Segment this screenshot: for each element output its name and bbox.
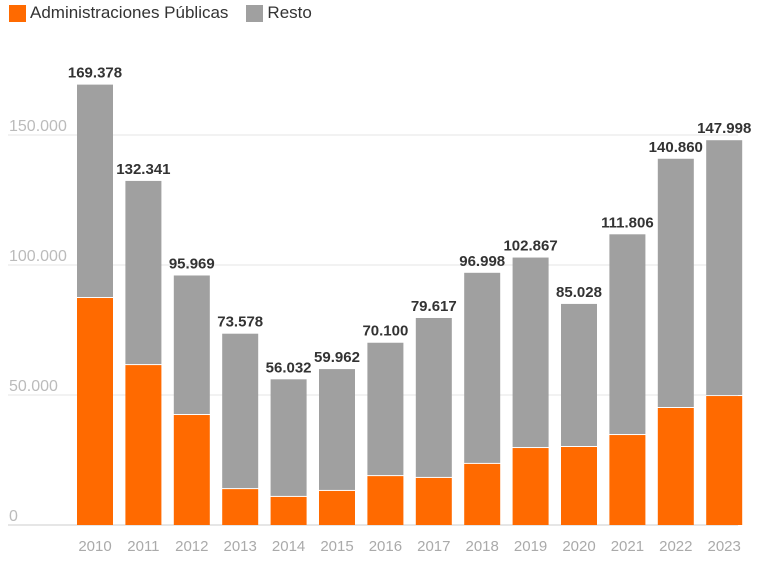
x-tick-label: 2012 bbox=[175, 538, 208, 555]
bar-resto[interactable] bbox=[657, 158, 694, 407]
bar-resto[interactable] bbox=[512, 257, 549, 448]
bar-resto[interactable] bbox=[270, 379, 307, 496]
y-tick-label: 50.000 bbox=[9, 378, 58, 395]
x-tick-label: 2020 bbox=[562, 538, 595, 555]
legend-item-resto[interactable]: Resto bbox=[246, 3, 312, 23]
legend-label-admin: Administraciones Públicas bbox=[30, 3, 229, 22]
legend-label-resto: Resto bbox=[267, 3, 312, 22]
bar-resto[interactable] bbox=[464, 272, 501, 463]
bar-admin[interactable] bbox=[173, 415, 210, 525]
x-tick-label: 2014 bbox=[272, 538, 305, 555]
bar-admin[interactable] bbox=[77, 298, 113, 525]
bar-admin[interactable] bbox=[367, 476, 404, 525]
x-tick-label: 2021 bbox=[611, 538, 644, 555]
bar-admin[interactable] bbox=[512, 448, 549, 525]
x-tick-label: 2011 bbox=[127, 538, 159, 555]
total-label: 95.969 bbox=[169, 255, 215, 272]
total-label: 73.578 bbox=[217, 314, 263, 331]
total-label: 70.100 bbox=[362, 323, 408, 340]
y-tick-label: 0 bbox=[9, 508, 18, 525]
bar-admin[interactable] bbox=[561, 447, 597, 525]
legend: Administraciones Públicas Resto bbox=[9, 3, 330, 23]
legend-item-admin[interactable]: Administraciones Públicas bbox=[9, 3, 228, 23]
x-tick-label: 2023 bbox=[708, 538, 741, 555]
bar-resto[interactable] bbox=[222, 333, 259, 489]
total-label: 111.806 bbox=[601, 214, 654, 231]
y-tick-label: 100.000 bbox=[9, 248, 67, 265]
bar-resto[interactable] bbox=[706, 140, 743, 396]
x-tick-label: 2013 bbox=[224, 538, 257, 555]
bar-resto[interactable] bbox=[561, 303, 597, 446]
bar-resto[interactable] bbox=[609, 234, 646, 435]
bar-admin[interactable] bbox=[657, 408, 694, 525]
bar-admin[interactable] bbox=[222, 489, 259, 525]
bar-admin[interactable] bbox=[319, 490, 355, 525]
bar-resto[interactable] bbox=[125, 180, 162, 365]
total-label: 79.617 bbox=[411, 298, 457, 315]
bar-resto[interactable] bbox=[319, 369, 355, 490]
bar-resto[interactable] bbox=[367, 342, 404, 476]
x-tick-label: 2019 bbox=[514, 538, 547, 555]
total-label: 85.028 bbox=[556, 284, 602, 301]
x-tick-label: 2018 bbox=[466, 538, 499, 555]
total-label: 169.378 bbox=[68, 65, 122, 82]
x-tick-label: 2017 bbox=[417, 538, 450, 555]
total-label: 147.998 bbox=[697, 120, 751, 137]
bar-admin[interactable] bbox=[609, 435, 646, 525]
x-tick-label: 2010 bbox=[78, 538, 111, 555]
legend-swatch-admin bbox=[9, 4, 26, 22]
bar-admin[interactable] bbox=[706, 396, 743, 525]
bar-resto[interactable] bbox=[173, 275, 210, 415]
legend-swatch-resto bbox=[246, 4, 264, 22]
bar-admin[interactable] bbox=[270, 496, 307, 525]
bar-resto[interactable] bbox=[415, 317, 452, 477]
total-label: 102.867 bbox=[503, 238, 557, 255]
bar-admin[interactable] bbox=[125, 365, 162, 525]
bar-admin[interactable] bbox=[415, 477, 452, 525]
x-tick-label: 2022 bbox=[659, 538, 692, 555]
total-label: 96.998 bbox=[459, 253, 505, 270]
y-tick-label: 150.000 bbox=[9, 118, 67, 135]
total-label: 59.962 bbox=[314, 349, 360, 366]
x-tick-label: 2015 bbox=[320, 538, 353, 555]
bar-admin[interactable] bbox=[464, 463, 501, 525]
total-label: 140.860 bbox=[649, 139, 703, 156]
total-label: 56.032 bbox=[266, 359, 312, 376]
total-label: 132.341 bbox=[116, 161, 170, 178]
x-tick-label: 2016 bbox=[369, 538, 402, 555]
bar-resto[interactable] bbox=[77, 84, 113, 298]
